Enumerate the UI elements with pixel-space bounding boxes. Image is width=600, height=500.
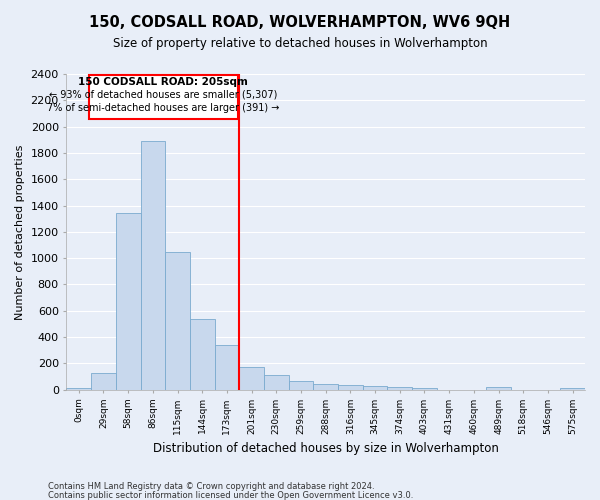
Bar bbox=[165, 252, 190, 390]
Bar bbox=[289, 381, 313, 390]
Bar bbox=[239, 368, 264, 390]
Bar bbox=[313, 384, 338, 390]
Text: 150 CODSALL ROAD: 205sqm: 150 CODSALL ROAD: 205sqm bbox=[79, 77, 248, 87]
Text: Size of property relative to detached houses in Wolverhampton: Size of property relative to detached ho… bbox=[113, 38, 487, 51]
Text: 150, CODSALL ROAD, WOLVERHAMPTON, WV6 9QH: 150, CODSALL ROAD, WOLVERHAMPTON, WV6 9Q… bbox=[89, 15, 511, 30]
Bar bbox=[338, 386, 363, 390]
Text: Contains public sector information licensed under the Open Government Licence v3: Contains public sector information licen… bbox=[48, 490, 413, 500]
Text: 7% of semi-detached houses are larger (391) →: 7% of semi-detached houses are larger (3… bbox=[47, 103, 280, 113]
Bar bbox=[91, 373, 116, 390]
Bar bbox=[560, 388, 585, 390]
Bar bbox=[215, 345, 239, 390]
Bar bbox=[363, 386, 388, 390]
Bar bbox=[140, 141, 165, 390]
Bar bbox=[67, 388, 91, 390]
Bar bbox=[486, 387, 511, 390]
Bar bbox=[264, 375, 289, 390]
Text: ← 93% of detached houses are smaller (5,307): ← 93% of detached houses are smaller (5,… bbox=[49, 90, 278, 100]
Bar bbox=[412, 388, 437, 390]
Bar bbox=[388, 387, 412, 390]
X-axis label: Distribution of detached houses by size in Wolverhampton: Distribution of detached houses by size … bbox=[153, 442, 499, 455]
Bar bbox=[190, 318, 215, 390]
Bar bbox=[116, 213, 140, 390]
Y-axis label: Number of detached properties: Number of detached properties bbox=[15, 144, 25, 320]
FancyBboxPatch shape bbox=[89, 76, 238, 118]
Text: Contains HM Land Registry data © Crown copyright and database right 2024.: Contains HM Land Registry data © Crown c… bbox=[48, 482, 374, 491]
